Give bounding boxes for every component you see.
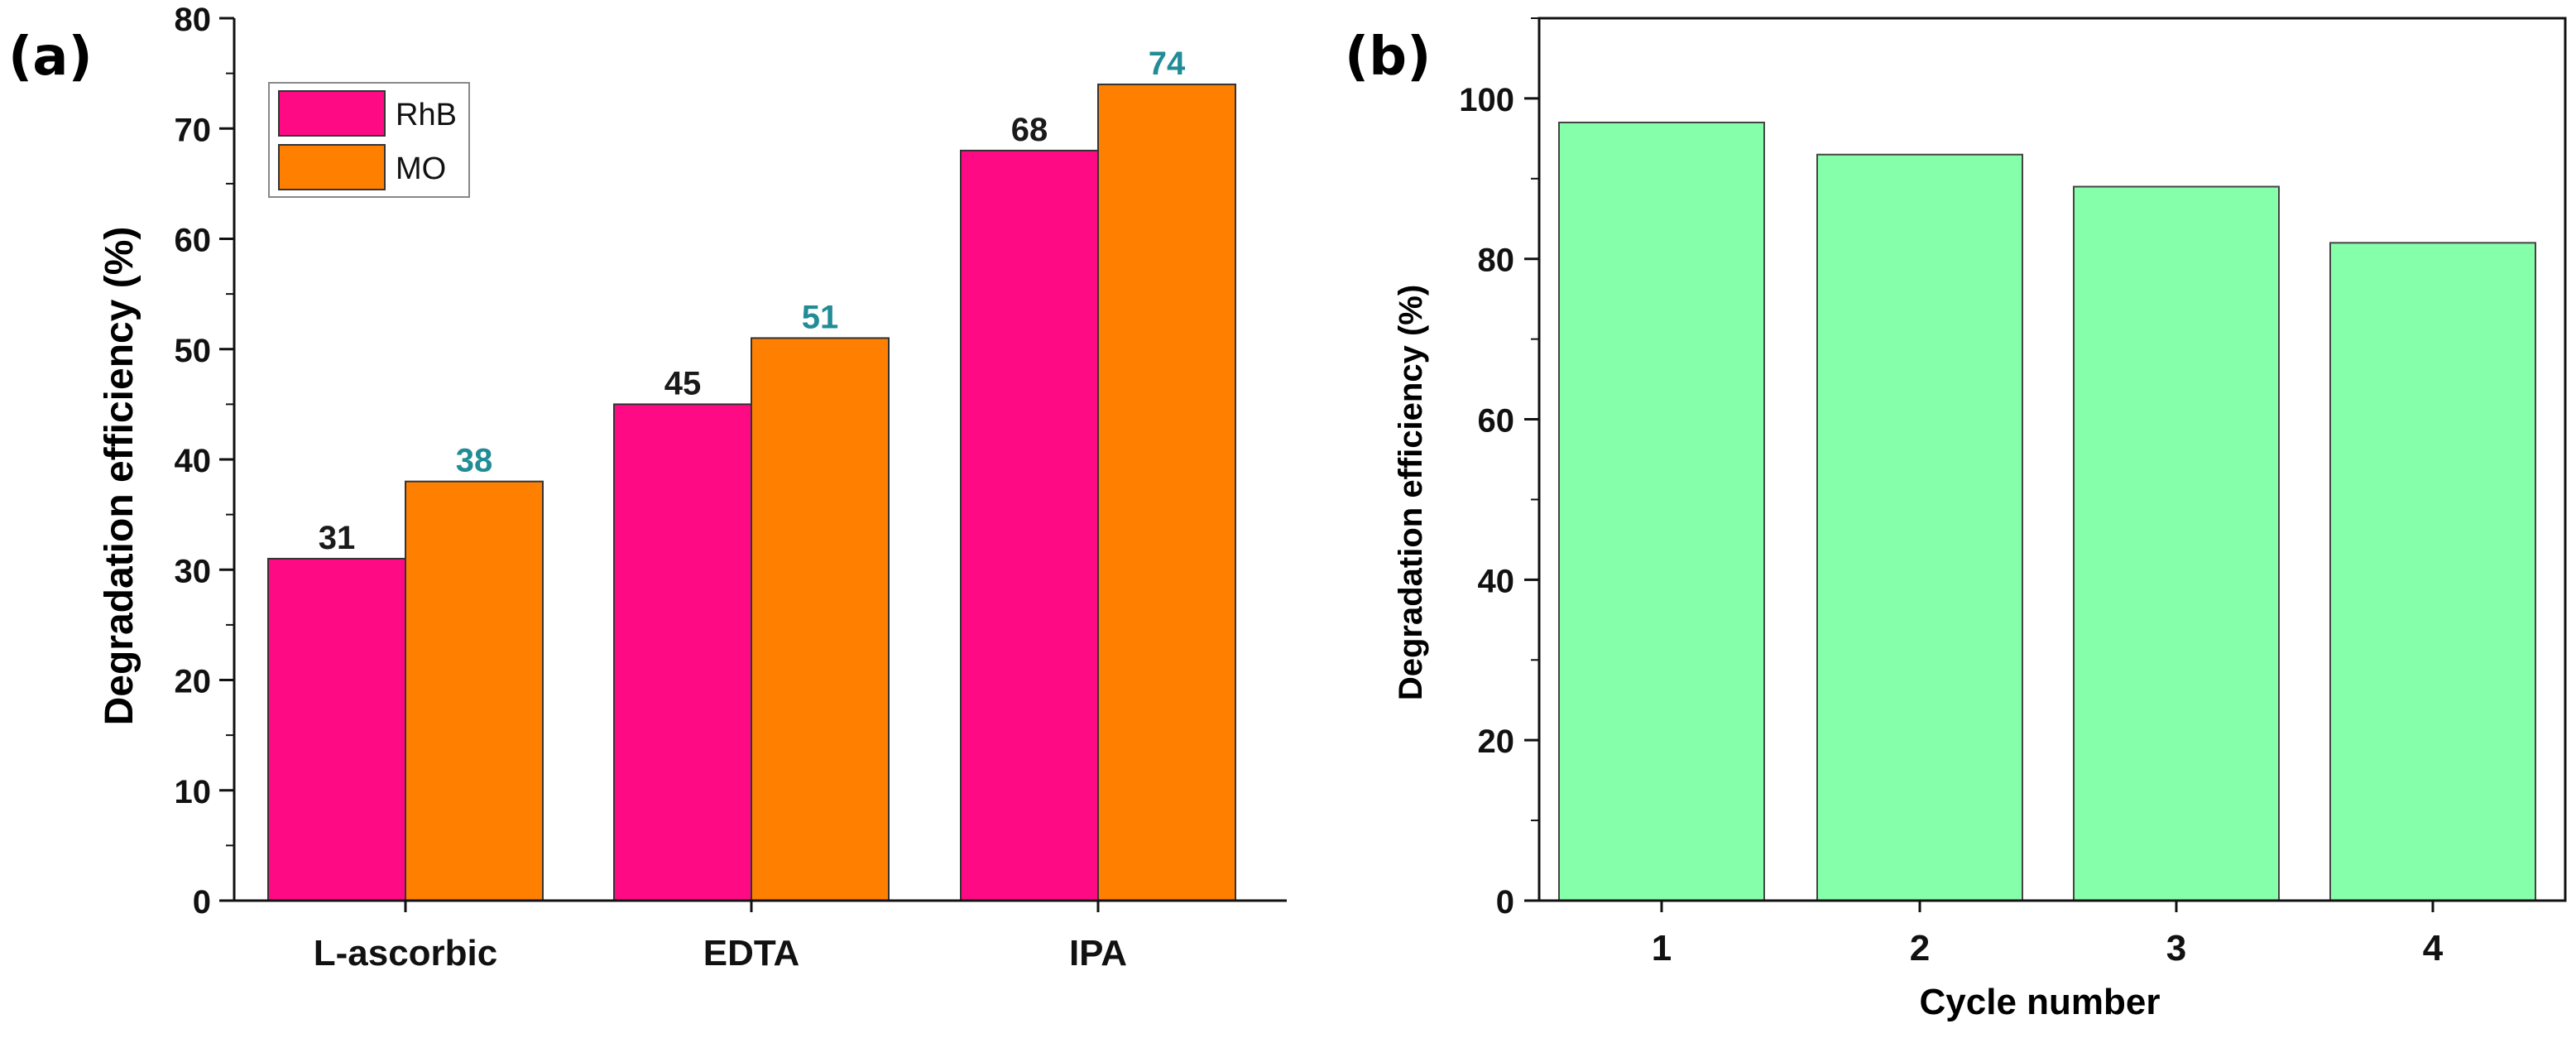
y-tick-label: 10 xyxy=(175,774,212,810)
x-tick-label-edta: EDTA xyxy=(703,933,800,973)
data-label-mo-l-ascorbic: 38 xyxy=(456,443,493,479)
panel-a-y-axis-title: Degradation efficiency (%) xyxy=(98,227,142,726)
y-tick-label: 70 xyxy=(175,112,212,148)
y-tick-label: 100 xyxy=(1459,82,1514,118)
legend-swatch-rhb xyxy=(278,90,386,137)
bar-cycle-2 xyxy=(1816,153,2023,901)
data-label-mo-ipa: 74 xyxy=(1149,46,1186,82)
y-tick-label: 20 xyxy=(175,664,212,700)
x-tick-label-ipa: IPA xyxy=(1069,933,1127,973)
y-tick-label: 80 xyxy=(175,2,212,38)
y-tick-label: 20 xyxy=(1478,723,1515,760)
x-tick-label-cycle-1: 1 xyxy=(1652,928,1672,968)
y-tick-label: 40 xyxy=(175,443,212,479)
legend-label-mo: MO xyxy=(396,151,446,186)
panel-a-bar-chart: (a) Degradation efficiency (%) 31 38 45 51 6… xyxy=(8,2,1287,973)
bar-cycle-3 xyxy=(2073,185,2280,901)
bar-mo-ipa xyxy=(1097,83,1236,901)
y-tick-label: 60 xyxy=(175,223,212,259)
data-label-rhb-edta: 45 xyxy=(664,365,702,401)
data-label-mo-edta: 51 xyxy=(802,299,839,335)
panel-b-x-axis-title: Cycle number xyxy=(1920,982,2161,1022)
bar-cycle-4 xyxy=(2329,242,2536,901)
panel-a-legend: RhB MO xyxy=(268,82,470,198)
data-label-rhb-l-ascorbic: 31 xyxy=(319,520,356,556)
panel-a-label: (a) xyxy=(8,26,93,88)
x-tick-label-cycle-3: 3 xyxy=(2166,928,2186,968)
x-tick-label-l-ascorbic: L-ascorbic xyxy=(314,933,498,973)
y-tick-label: 60 xyxy=(1478,403,1515,440)
panel-b-label: (b) xyxy=(1345,26,1431,88)
bar-cycle-1 xyxy=(1558,121,1765,901)
panel-b-bar-chart: (b) Degradation efficiency (%) Cycle num… xyxy=(1345,17,2567,1022)
legend-label-rhb: RhB xyxy=(396,98,457,132)
panel-a-bars: 31 38 45 51 68 74 xyxy=(267,46,1236,902)
y-tick-label: 0 xyxy=(1496,884,1514,920)
bar-mo-l-ascorbic xyxy=(405,480,544,902)
bar-rhb-ipa xyxy=(960,149,1099,901)
bar-rhb-l-ascorbic xyxy=(267,557,406,901)
y-tick-label: 50 xyxy=(175,333,212,369)
bar-mo-edta xyxy=(751,337,890,901)
y-tick-label: 80 xyxy=(1478,243,1515,279)
legend-swatch-mo xyxy=(278,144,386,190)
panel-b-bars xyxy=(1558,121,2536,901)
panel-b-y-axis-title: Degradation efficiency (%) xyxy=(1393,285,1429,700)
plot-frame xyxy=(1537,17,2567,902)
x-tick-label-cycle-2: 2 xyxy=(1910,928,1930,968)
panel-a-axes: L-ascorbic EDTA IPA 0 10 20 30 40 50 60 70 80 xyxy=(175,2,1287,973)
data-label-rhb-ipa: 68 xyxy=(1011,112,1048,148)
x-tick-label-cycle-4: 4 xyxy=(2423,928,2444,968)
y-tick-label: 0 xyxy=(193,884,211,920)
y-tick-label: 30 xyxy=(175,553,212,589)
bar-rhb-edta xyxy=(613,403,752,901)
y-tick-label: 40 xyxy=(1478,563,1515,599)
